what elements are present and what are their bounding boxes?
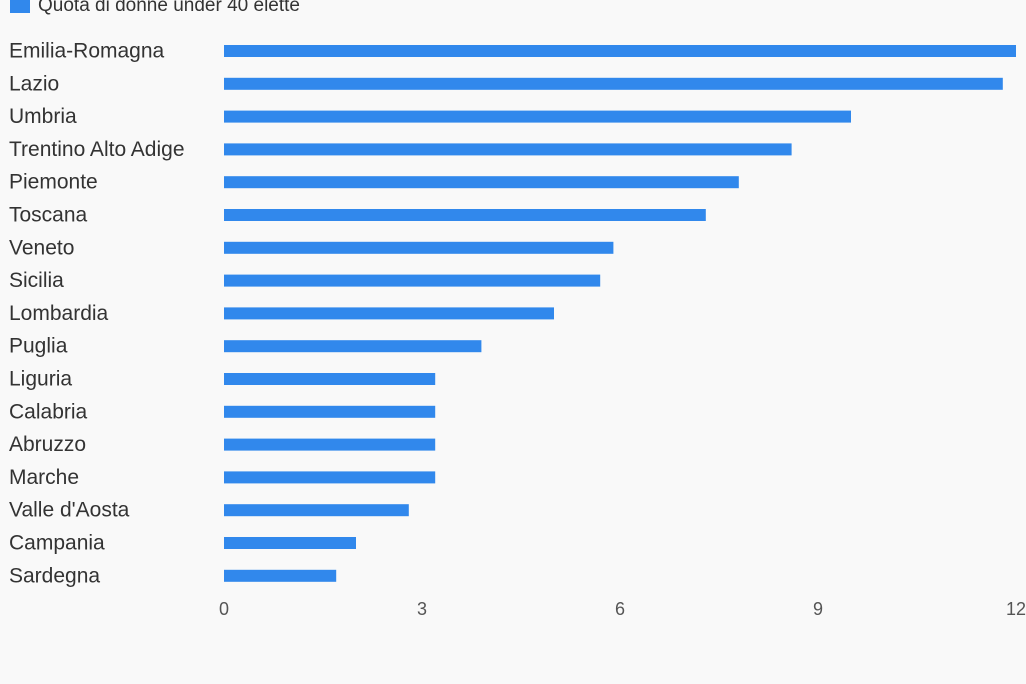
y-tick-label: Calabria — [9, 400, 88, 423]
legend-swatch — [10, 0, 30, 13]
bar — [224, 569, 337, 582]
bar — [224, 438, 436, 451]
x-tick-label: 6 — [615, 599, 625, 619]
bar — [224, 209, 706, 221]
bar — [224, 504, 409, 517]
y-tick-label: Sardegna — [9, 564, 100, 587]
y-tick-label: Liguria — [9, 368, 72, 391]
y-tick-label: Veneto — [9, 236, 74, 259]
bar — [224, 143, 792, 156]
bar — [224, 45, 1016, 57]
bar — [224, 110, 851, 123]
y-tick-label: Lombardia — [9, 302, 109, 325]
bar — [224, 471, 436, 484]
legend-label: Quota di donne under 40 elette — [38, 0, 300, 16]
y-tick-label: Piemonte — [9, 171, 98, 194]
y-tick-label: Sicilia — [9, 269, 64, 292]
y-tick-label: Valle d'Aosta — [9, 499, 130, 522]
bar — [224, 307, 554, 320]
y-tick-label: Marche — [9, 466, 79, 489]
y-tick-label: Campania — [9, 532, 105, 555]
y-tick-label: Abruzzo — [9, 433, 86, 456]
y-tick-label: Puglia — [9, 335, 68, 358]
bar — [224, 340, 482, 353]
y-tick-label: Toscana — [9, 204, 88, 227]
x-tick-label: 12 — [1006, 599, 1026, 619]
y-tick-label: Trentino Alto Adige — [9, 138, 185, 161]
x-tick-label: 3 — [417, 599, 427, 619]
bar — [224, 176, 739, 189]
bar — [224, 77, 1003, 90]
bar — [224, 537, 356, 549]
bar — [224, 405, 436, 418]
x-tick-label: 0 — [219, 599, 229, 619]
bar — [224, 274, 601, 287]
y-tick-label: Emilia-Romagna — [9, 40, 165, 63]
bar — [224, 373, 436, 385]
x-tick-label: 9 — [813, 599, 823, 619]
y-tick-label: Lazio — [9, 72, 59, 95]
bar — [224, 241, 614, 254]
y-tick-label: Umbria — [9, 105, 77, 128]
